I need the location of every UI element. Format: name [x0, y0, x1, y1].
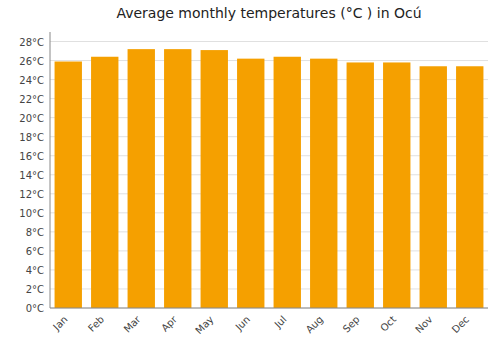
bar	[383, 62, 410, 308]
x-tick-label: Jan	[50, 314, 69, 333]
chart-svg: Average monthly temperatures (°C ) in Oc…	[0, 0, 500, 350]
y-tick-label: 0°C	[26, 303, 44, 314]
grid	[50, 42, 488, 308]
x-tick-label: Dec	[450, 314, 471, 335]
bar	[456, 66, 483, 308]
x-tick-label: Mar	[122, 313, 144, 335]
y-tick-label: 18°C	[19, 132, 44, 143]
title: Average monthly temperatures (°C ) in Oc…	[116, 5, 421, 21]
y-tick-label: 26°C	[19, 56, 44, 67]
x-tick-label: May	[193, 314, 215, 336]
y-tick-label: 28°C	[19, 37, 44, 48]
y-tick-label: 6°C	[26, 246, 44, 257]
y-tick-label: 12°C	[19, 189, 44, 200]
bar	[310, 59, 337, 308]
y-tick-label: 4°C	[26, 265, 44, 276]
bars	[55, 49, 484, 308]
bar	[55, 62, 82, 308]
x-tick-label: Sep	[341, 314, 362, 335]
grid-line	[50, 308, 488, 309]
y-tick-label: 10°C	[19, 208, 44, 219]
bar	[420, 66, 447, 308]
x-tick-label: Apr	[159, 313, 180, 334]
bar	[237, 59, 264, 308]
y-tick-label: 20°C	[19, 113, 44, 124]
x-tick-label: Feb	[86, 314, 106, 334]
bar	[164, 49, 191, 308]
y-axis-line	[50, 32, 51, 308]
bar	[128, 49, 155, 308]
bar	[201, 50, 228, 308]
chart-container: Average monthly temperatures (°C ) in Oc…	[0, 0, 500, 350]
bar	[274, 57, 301, 308]
y-tick-label: 24°C	[19, 75, 44, 86]
y-tick-label: 8°C	[26, 227, 44, 238]
bar	[91, 57, 118, 308]
y-tick-label: 16°C	[19, 151, 44, 162]
y-tick-label: 14°C	[19, 170, 44, 181]
x-tick-label: Oct	[378, 314, 398, 334]
bar	[347, 62, 374, 308]
x-tick-label: Jun	[233, 314, 253, 334]
y-tick-label: 2°C	[26, 284, 44, 295]
x-tick-label: Aug	[304, 314, 326, 336]
y-tick-label: 22°C	[19, 94, 44, 105]
grid-line	[50, 41, 488, 42]
x-tick-label: Jul	[272, 314, 289, 331]
x-tick-label: Nov	[413, 314, 435, 336]
x-axis-line	[50, 308, 488, 309]
